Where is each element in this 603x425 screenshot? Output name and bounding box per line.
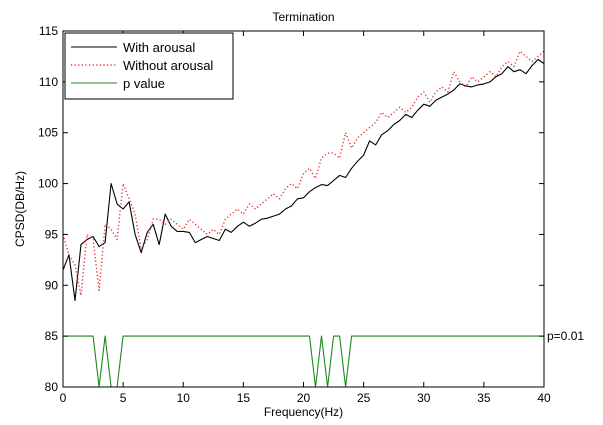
x-tick-label: 10 [177,391,191,405]
axis-ticks: 0 5 10 15 20 25 30 35 40 80 85 90 95 100 105 110 115 [38,24,551,405]
x-tick-label: 25 [357,391,371,405]
y-axis-label: CPSD(DB/Hz) [13,171,27,247]
legend-label: With arousal [123,40,195,55]
y-tick-label: 85 [45,329,59,343]
y-tick-label: 100 [38,177,58,191]
plot-frame [62,30,545,388]
p-value-annotation: p=0.01 [547,329,584,343]
chart-title: Termination [272,10,334,24]
series-line-2 [62,50,545,297]
x-tick-label: 15 [237,391,251,405]
x-tick-label: 35 [477,391,491,405]
y-tick-label: 110 [39,75,58,89]
x-tick-label: 30 [417,391,431,405]
legend-box [64,32,234,100]
legend-label: p value [123,76,165,91]
y-tick-label: 105 [38,126,58,140]
legend-label: Without arousal [123,58,213,73]
x-tick-label: 5 [120,391,127,405]
y-tick-label: 80 [45,380,59,394]
x-tick-label: 20 [297,391,311,405]
y-tick-label: 95 [45,227,59,241]
y-tick-label: 115 [39,24,58,38]
y-tick-label: 90 [45,278,59,292]
x-axis-label: Frequency(Hz) [264,405,343,419]
plot-lines [62,50,545,388]
series-line-3 [63,335,544,388]
legend: With arousal Without arousal p value [64,32,234,100]
x-tick-label: 0 [60,391,67,405]
x-tick-label: 40 [537,391,551,405]
